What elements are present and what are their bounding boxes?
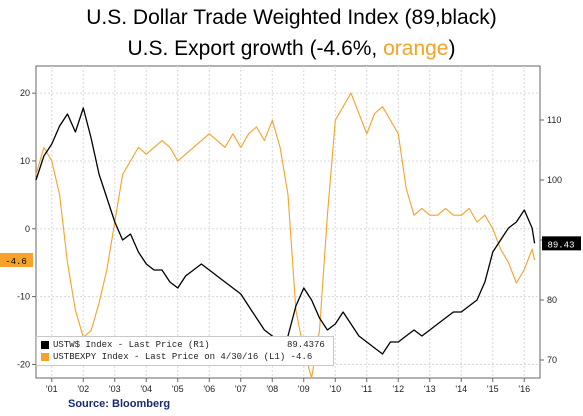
x-tick-label: '06	[203, 384, 215, 394]
x-tick-label: '09	[298, 384, 310, 394]
last-value-tag-right	[542, 236, 581, 251]
x-tick-label: '07	[235, 384, 247, 394]
chart-title: U.S. Dollar Trade Weighted Index (89,bla…	[0, 2, 583, 64]
x-tick-label: '08	[266, 384, 278, 394]
series-line-export	[35, 92, 536, 379]
legend-swatch-usd	[41, 341, 49, 349]
last-value-tag-left	[0, 252, 33, 267]
y-tick-label-right: 110	[547, 115, 561, 125]
y-tick-label-left: -20	[17, 359, 30, 369]
y-tick-label-right: 100	[547, 175, 562, 185]
legend-label-usd: USTW$ Index - Last Price (R1)	[53, 340, 210, 350]
title-line-2-suffix: )	[448, 37, 456, 60]
y-tick-label-right: 70	[547, 355, 557, 365]
legend-item-export: USTBEXPY Index - Last Price on 4/30/16 (…	[41, 351, 312, 363]
x-tick-label: '11	[361, 384, 372, 394]
title-line-2: U.S. Export growth (-4.6%, orange)	[0, 33, 583, 64]
y-tick-label-left: 0	[25, 224, 30, 234]
title-orange-word: orange	[383, 37, 449, 60]
x-tick-label: '12	[392, 384, 404, 394]
x-tick-label: '05	[172, 384, 184, 394]
x-tick-label: '04	[140, 384, 152, 394]
legend-swatch-export	[41, 353, 49, 361]
last-value-label-right: 89.43	[547, 240, 574, 250]
chart-legend: USTW$ Index - Last Price (R1) 89.4376 US…	[36, 336, 334, 366]
x-tick-label: '16	[518, 384, 530, 394]
x-tick-label: '10	[329, 384, 341, 394]
x-tick-label: '14	[455, 384, 467, 394]
y-tick-label-left: 20	[20, 88, 30, 98]
x-tick-label: '15	[487, 384, 499, 394]
y-tick-label-left: -10	[17, 292, 30, 302]
source-note: Source: Bloomberg	[68, 398, 171, 410]
x-tick-label: '03	[109, 384, 121, 394]
legend-label-export: USTBEXPY Index - Last Price on 4/30/16 (…	[53, 352, 313, 362]
legend-value-usd: 89.4376	[287, 340, 325, 350]
y-tick-label-right: 80	[547, 295, 557, 305]
plot-frame	[35, 65, 541, 379]
legend-item-usd: USTW$ Index - Last Price (R1)	[41, 339, 210, 351]
y-tick-label-left: 10	[20, 156, 30, 166]
x-tick-label: '13	[424, 384, 436, 394]
title-line-2-prefix: U.S. Export growth (-4.6%,	[127, 37, 384, 60]
last-value-label-left: -4.6	[5, 257, 27, 267]
x-tick-label: '01	[46, 384, 58, 394]
title-line-1: U.S. Dollar Trade Weighted Index (89,bla…	[86, 6, 497, 29]
x-tick-label: '02	[77, 384, 89, 394]
